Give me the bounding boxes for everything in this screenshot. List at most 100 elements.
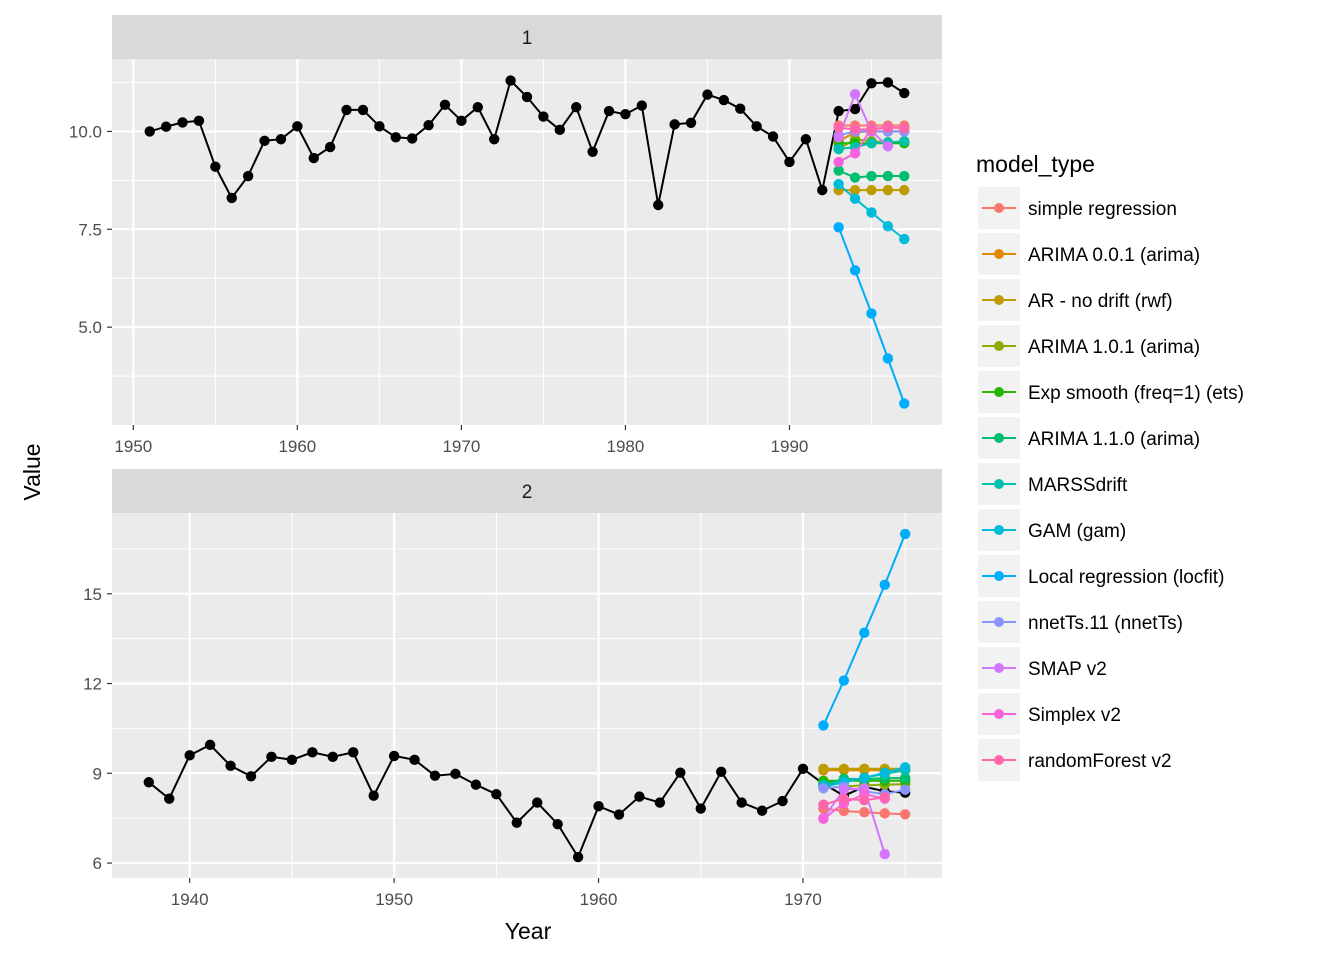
legend-key-point <box>994 433 1004 443</box>
observed-point <box>587 146 598 157</box>
legend-item-exp-smooth-freq-1-ets: Exp smooth (freq=1) (ets) <box>978 371 1244 413</box>
series-point-arima-1-1-0-arima <box>899 170 910 182</box>
observed-point <box>817 184 828 196</box>
observed-point <box>177 117 188 128</box>
observed-point <box>450 768 461 780</box>
series-point-arima-1-1-0-arima <box>882 170 894 182</box>
observed-point <box>613 809 625 820</box>
series-point-simplex-v2 <box>818 813 829 824</box>
observed-point <box>751 121 762 132</box>
legend-key-point <box>994 341 1004 351</box>
observed-point <box>488 134 500 145</box>
series-point-ar-no-drift-rwf <box>849 184 861 196</box>
observed-point <box>491 789 502 800</box>
series-point-randomforest-v2 <box>899 123 910 134</box>
observed-point <box>327 751 338 763</box>
series-point-simple-regression <box>900 809 911 820</box>
series-point-randomforest-v2 <box>838 793 850 804</box>
observed-point <box>685 117 697 129</box>
legend-item-marssdrift: MARSSdrift <box>978 463 1128 505</box>
observed-point <box>144 126 155 137</box>
series-point-randomforest-v2 <box>859 795 870 806</box>
observed-point <box>456 115 467 127</box>
series-point-smap-v2 <box>833 132 844 143</box>
series-point-gam-gam <box>882 220 894 232</box>
observed-point <box>634 791 645 802</box>
x-tick-label: 1960 <box>580 890 618 909</box>
observed-point <box>866 78 877 89</box>
legend-label: AR - no drift (rwf) <box>1028 291 1173 312</box>
observed-point <box>654 797 666 808</box>
series-point-gam-gam <box>849 193 861 204</box>
observed-point <box>505 75 516 86</box>
series-point-randomforest-v2 <box>849 124 861 135</box>
panel-1: 1 1950 1960 1970 1980 1990 5.0 7.5 10.0 <box>69 15 942 456</box>
observed-point <box>532 797 543 808</box>
observed-point <box>636 100 648 111</box>
x-tick-label: 1940 <box>171 890 209 909</box>
observed-point <box>767 131 779 142</box>
series-point-ar-no-drift-rwf <box>818 763 829 774</box>
observed-point <box>357 104 369 116</box>
legend-item-ar-no-drift-rwf: AR - no drift (rwf) <box>978 279 1173 321</box>
y-tick-label: 15 <box>83 585 102 604</box>
legend-key-point <box>994 249 1004 259</box>
legend-label: Local regression (locfit) <box>1028 567 1224 588</box>
observed-point <box>603 105 615 117</box>
panels-layer: 1 1950 1960 1970 1980 1990 5.0 7.5 10.0 2 1940 1950… <box>69 15 942 909</box>
observed-point <box>226 192 237 204</box>
x-axis-title: Year <box>505 918 552 944</box>
observed-point <box>193 115 205 127</box>
observed-point <box>653 199 664 211</box>
observed-point <box>348 747 359 758</box>
observed-point <box>620 108 631 120</box>
legend-label: Simplex v2 <box>1028 705 1121 726</box>
observed-point <box>849 103 861 115</box>
series-point-gam-gam <box>899 233 910 245</box>
legend-key-point <box>994 709 1004 719</box>
observed-point <box>266 751 277 763</box>
observed-point <box>784 156 795 168</box>
series-line-smap-v2 <box>822 787 886 855</box>
x-tick-label: 1950 <box>375 890 413 909</box>
series-point-ar-no-drift-rwf <box>838 763 850 774</box>
series-point-local-regression-locfit <box>859 627 870 638</box>
observed-point <box>695 803 706 814</box>
panel-background <box>112 59 942 425</box>
observed-point <box>554 124 566 136</box>
observed-point <box>439 99 451 110</box>
series-point-local-regression-locfit <box>849 265 861 276</box>
observed-point <box>470 779 482 790</box>
legend-key-point <box>994 755 1004 765</box>
x-tick-label: 1970 <box>442 437 480 456</box>
series-point-gam-gam <box>879 767 890 778</box>
legend-label: GAM (gam) <box>1028 521 1126 542</box>
legend-label: SMAP v2 <box>1028 659 1107 680</box>
legend-key-point <box>994 617 1004 627</box>
observed-point <box>572 851 584 863</box>
legend-label: simple regression <box>1028 199 1177 220</box>
series-point-nnetts-11-nnetts <box>818 783 829 794</box>
legend-key-point <box>994 663 1004 673</box>
observed-point <box>797 763 809 774</box>
legend-item-local-regression-locfit: Local regression (locfit) <box>978 555 1224 597</box>
series-point-arima-1-1-0-arima <box>833 165 844 176</box>
observed-point <box>736 797 747 808</box>
observed-point <box>409 754 420 766</box>
observed-point <box>406 133 418 144</box>
series-point-local-regression-locfit <box>838 675 850 686</box>
observed-point <box>292 121 303 132</box>
series-point-nnetts-11-nnetts <box>900 784 911 795</box>
facet-strip <box>112 15 942 59</box>
observed-point <box>341 104 352 116</box>
observed-point <box>716 766 727 777</box>
series-point-simple-regression <box>838 805 850 817</box>
series-point-randomforest-v2 <box>833 122 844 133</box>
observed-point <box>164 793 175 804</box>
legend: simple regression ARIMA 0.0.1 (arima) AR -… <box>978 187 1244 781</box>
observed-point <box>735 103 746 114</box>
y-tick-label: 5.0 <box>78 318 102 337</box>
series-line-smap-v2 <box>837 91 889 148</box>
series-point-local-regression-locfit <box>818 720 829 731</box>
series-point-arima-1-1-0-arima <box>866 170 877 182</box>
